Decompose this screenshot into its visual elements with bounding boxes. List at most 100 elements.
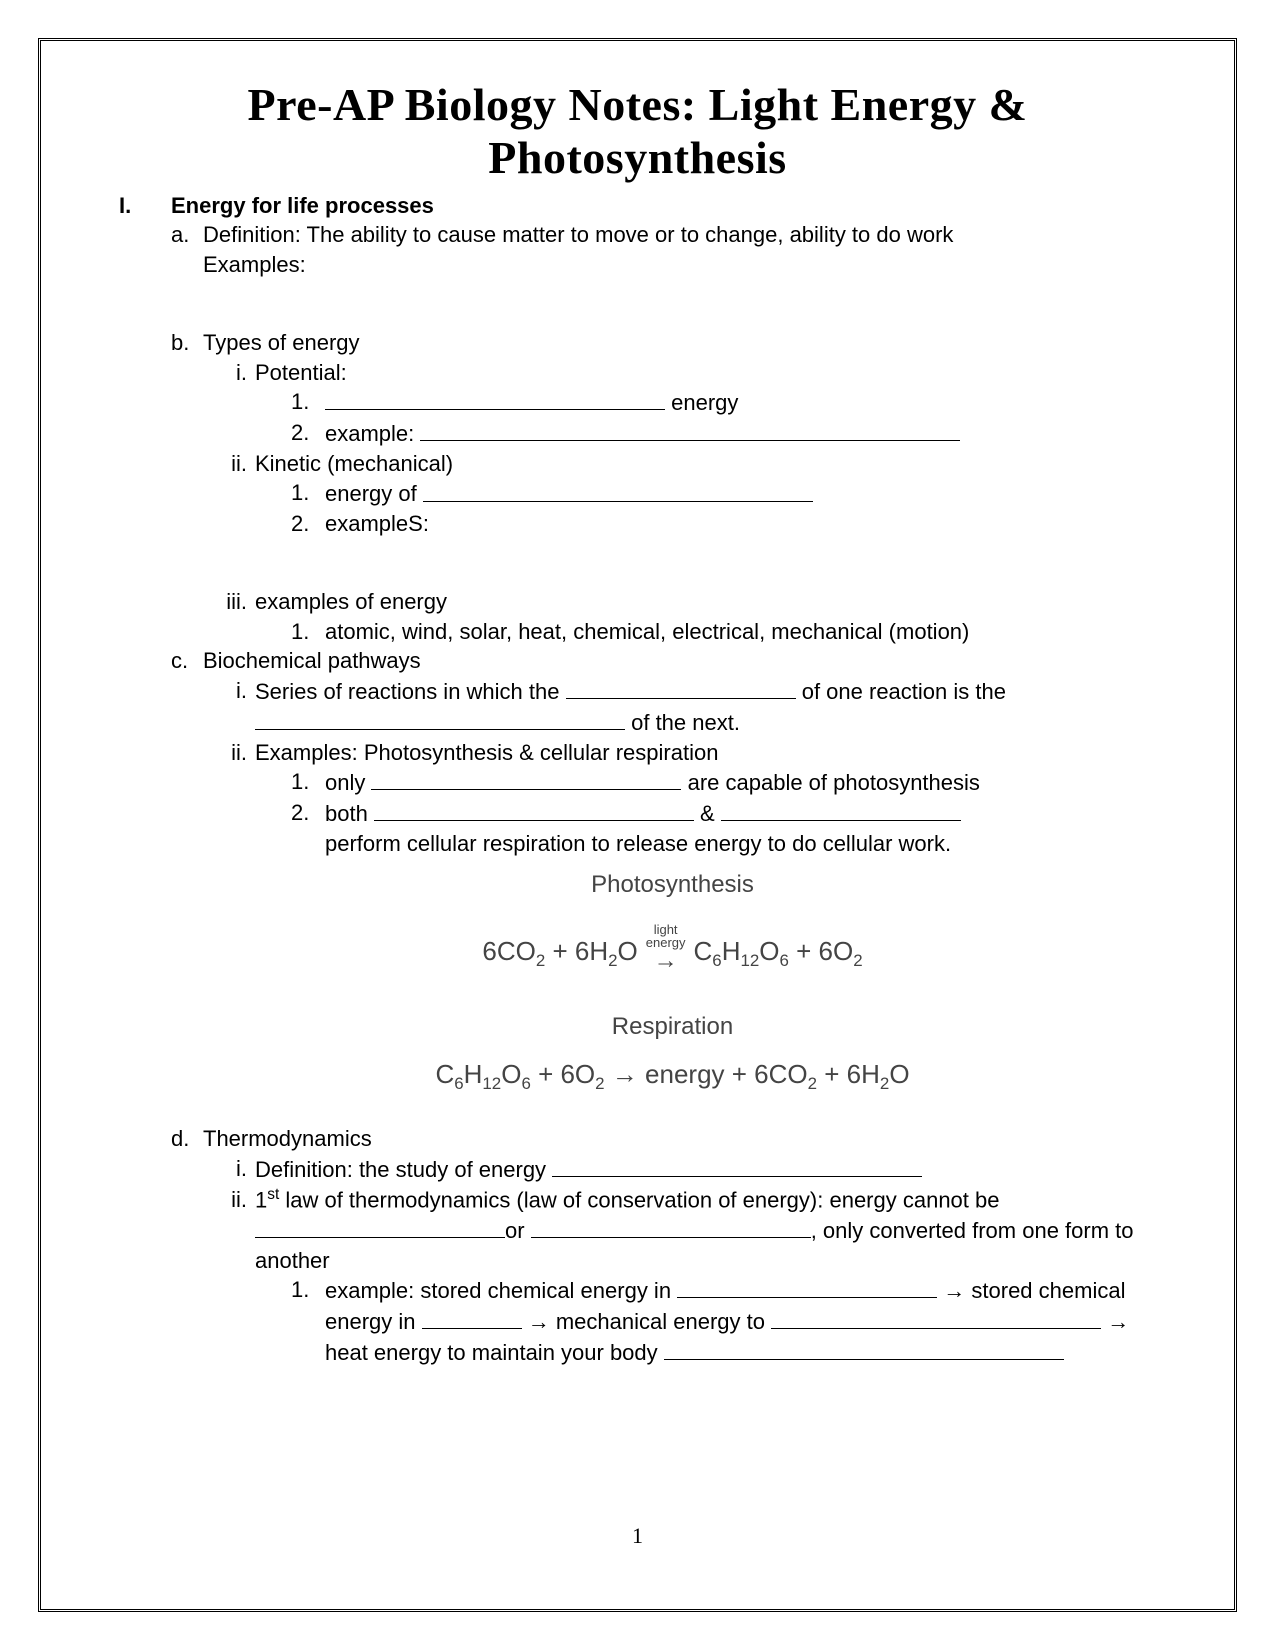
text: Kinetic (mechanical) [255, 449, 1174, 479]
marker: 1. [291, 617, 325, 647]
page-title: Pre-AP Biology Notes: Light Energy & Pho… [141, 79, 1134, 185]
item-b-i-1: 1. energy [171, 387, 1174, 418]
respiration-equation: C6H12O6 + 6O2 → energy + 6CO2 + 6H2O [435, 1057, 909, 1096]
marker: i. [213, 358, 255, 388]
blank [552, 1154, 922, 1177]
seg: Series of reactions in which the [255, 679, 566, 704]
item-d: d. Thermodynamics [171, 1124, 1174, 1154]
item-b-i-2: 2. example: [171, 418, 1174, 449]
photosynthesis-title: Photosynthesis [171, 869, 1174, 901]
text: energy [325, 387, 1174, 418]
item-d-ii: ii. 1st law of thermodynamics (law of co… [171, 1185, 1174, 1275]
before: both [325, 801, 374, 826]
item-d-ii-1: 1. example: stored chemical energy in → … [171, 1275, 1174, 1367]
blank [664, 1337, 1064, 1360]
after: are capable of photosynthesis [681, 770, 979, 795]
blank [677, 1275, 937, 1298]
equations-block: Photosynthesis 6CO2 + 6H2O light energy … [171, 869, 1174, 1097]
marker: ii. [213, 1185, 255, 1275]
marker: 2. [291, 798, 325, 829]
before: Definition: the study of energy [255, 1157, 552, 1182]
marker: 1. [291, 1275, 325, 1367]
seg: → mechanical energy to [522, 1309, 771, 1334]
before: only [325, 770, 371, 795]
text: Examples: Photosynthesis & cellular resp… [255, 738, 1174, 768]
item-b-ii-2: 2. exampleS: [171, 509, 1174, 539]
text: examples of energy [255, 587, 1174, 617]
text: only are capable of photosynthesis [325, 767, 1174, 798]
blank [374, 798, 694, 821]
blank [255, 1215, 505, 1238]
text: 1st law of thermodynamics (law of conser… [255, 1185, 1174, 1275]
marker: 2. [291, 418, 325, 449]
arrow-icon: → [654, 949, 678, 973]
eq-seg: C6H12O6 + 6O2 [694, 934, 863, 973]
page-frame: Pre-AP Biology Notes: Light Energy & Pho… [38, 38, 1237, 1612]
text: example: stored chemical energy in → sto… [325, 1275, 1174, 1367]
marker: iii. [213, 587, 255, 617]
item-b: b. Types of energy [171, 328, 1174, 358]
seg: or [505, 1218, 531, 1243]
page-number: 1 [41, 1523, 1234, 1549]
marker: ii. [213, 738, 255, 768]
seg: 1 [255, 1187, 267, 1212]
item-c-ii-2-cont: perform cellular respiration to release … [171, 829, 1174, 859]
text: Biochemical pathways [203, 646, 1174, 676]
body: I. Energy for life processes a. Definiti… [101, 191, 1174, 1368]
text: Types of energy [203, 328, 1174, 358]
item-b-iii: iii. examples of energy [171, 587, 1174, 617]
blank [371, 767, 681, 790]
blank [255, 707, 625, 730]
seg: of one reaction is the [796, 679, 1006, 704]
item-b-i: i. Potential: [171, 358, 1174, 388]
mid: & [694, 801, 721, 826]
before: energy of [325, 482, 423, 507]
marker: 2. [291, 509, 325, 539]
respiration-title: Respiration [171, 1011, 1174, 1043]
text: exampleS: [325, 509, 1174, 539]
blank [771, 1306, 1101, 1329]
before: example: [325, 421, 420, 446]
blank [531, 1215, 811, 1238]
text: Definition: the study of energy [255, 1154, 1174, 1185]
text: atomic, wind, solar, heat, chemical, ele… [325, 617, 1174, 647]
seg: law of thermodynamics (law of conservati… [279, 1187, 999, 1212]
section-content: Energy for life processes a. Definition:… [171, 191, 1174, 1368]
text: Definition: The ability to cause matter … [203, 220, 1174, 279]
text: Thermodynamics [203, 1124, 1174, 1154]
item-b-iii-1: 1. atomic, wind, solar, heat, chemical, … [171, 617, 1174, 647]
item-c: c. Biochemical pathways [171, 646, 1174, 676]
title-text: Pre-AP Biology Notes: Light Energy & Pho… [248, 79, 1028, 183]
marker: 1. [291, 767, 325, 798]
marker: ii. [213, 449, 255, 479]
item-b-ii: ii. Kinetic (mechanical) [171, 449, 1174, 479]
marker: 1. [291, 387, 325, 418]
cont: perform cellular respiration to release … [325, 831, 951, 856]
marker: i. [213, 1154, 255, 1185]
marker: c. [171, 646, 203, 676]
item-b-ii-1: 1. energy of [171, 478, 1174, 509]
item-c-ii: ii. Examples: Photosynthesis & cellular … [171, 738, 1174, 768]
seg: of the next. [625, 710, 740, 735]
marker: i. [213, 676, 255, 738]
after: energy [665, 390, 738, 415]
item-d-i: i. Definition: the study of energy [171, 1154, 1174, 1185]
over: light [654, 923, 678, 936]
section-row: I. Energy for life processes a. Definiti… [101, 191, 1174, 1368]
marker: 1. [291, 478, 325, 509]
item-a: a. Definition: The ability to cause matt… [171, 220, 1174, 279]
text: both & [325, 798, 1174, 829]
text: Potential: [255, 358, 1174, 388]
blank [420, 418, 960, 441]
marker: d. [171, 1124, 203, 1154]
section-heading: Energy for life processes [171, 191, 1174, 221]
blank [566, 676, 796, 699]
text: Series of reactions in which the of one … [255, 676, 1174, 738]
arrow-with-label: light energy → [646, 923, 686, 973]
line: Examples: [203, 252, 306, 277]
marker: b. [171, 328, 203, 358]
text: example: [325, 418, 1174, 449]
text: energy of [325, 478, 1174, 509]
roman-numeral: I. [101, 191, 171, 221]
blank [721, 798, 961, 821]
